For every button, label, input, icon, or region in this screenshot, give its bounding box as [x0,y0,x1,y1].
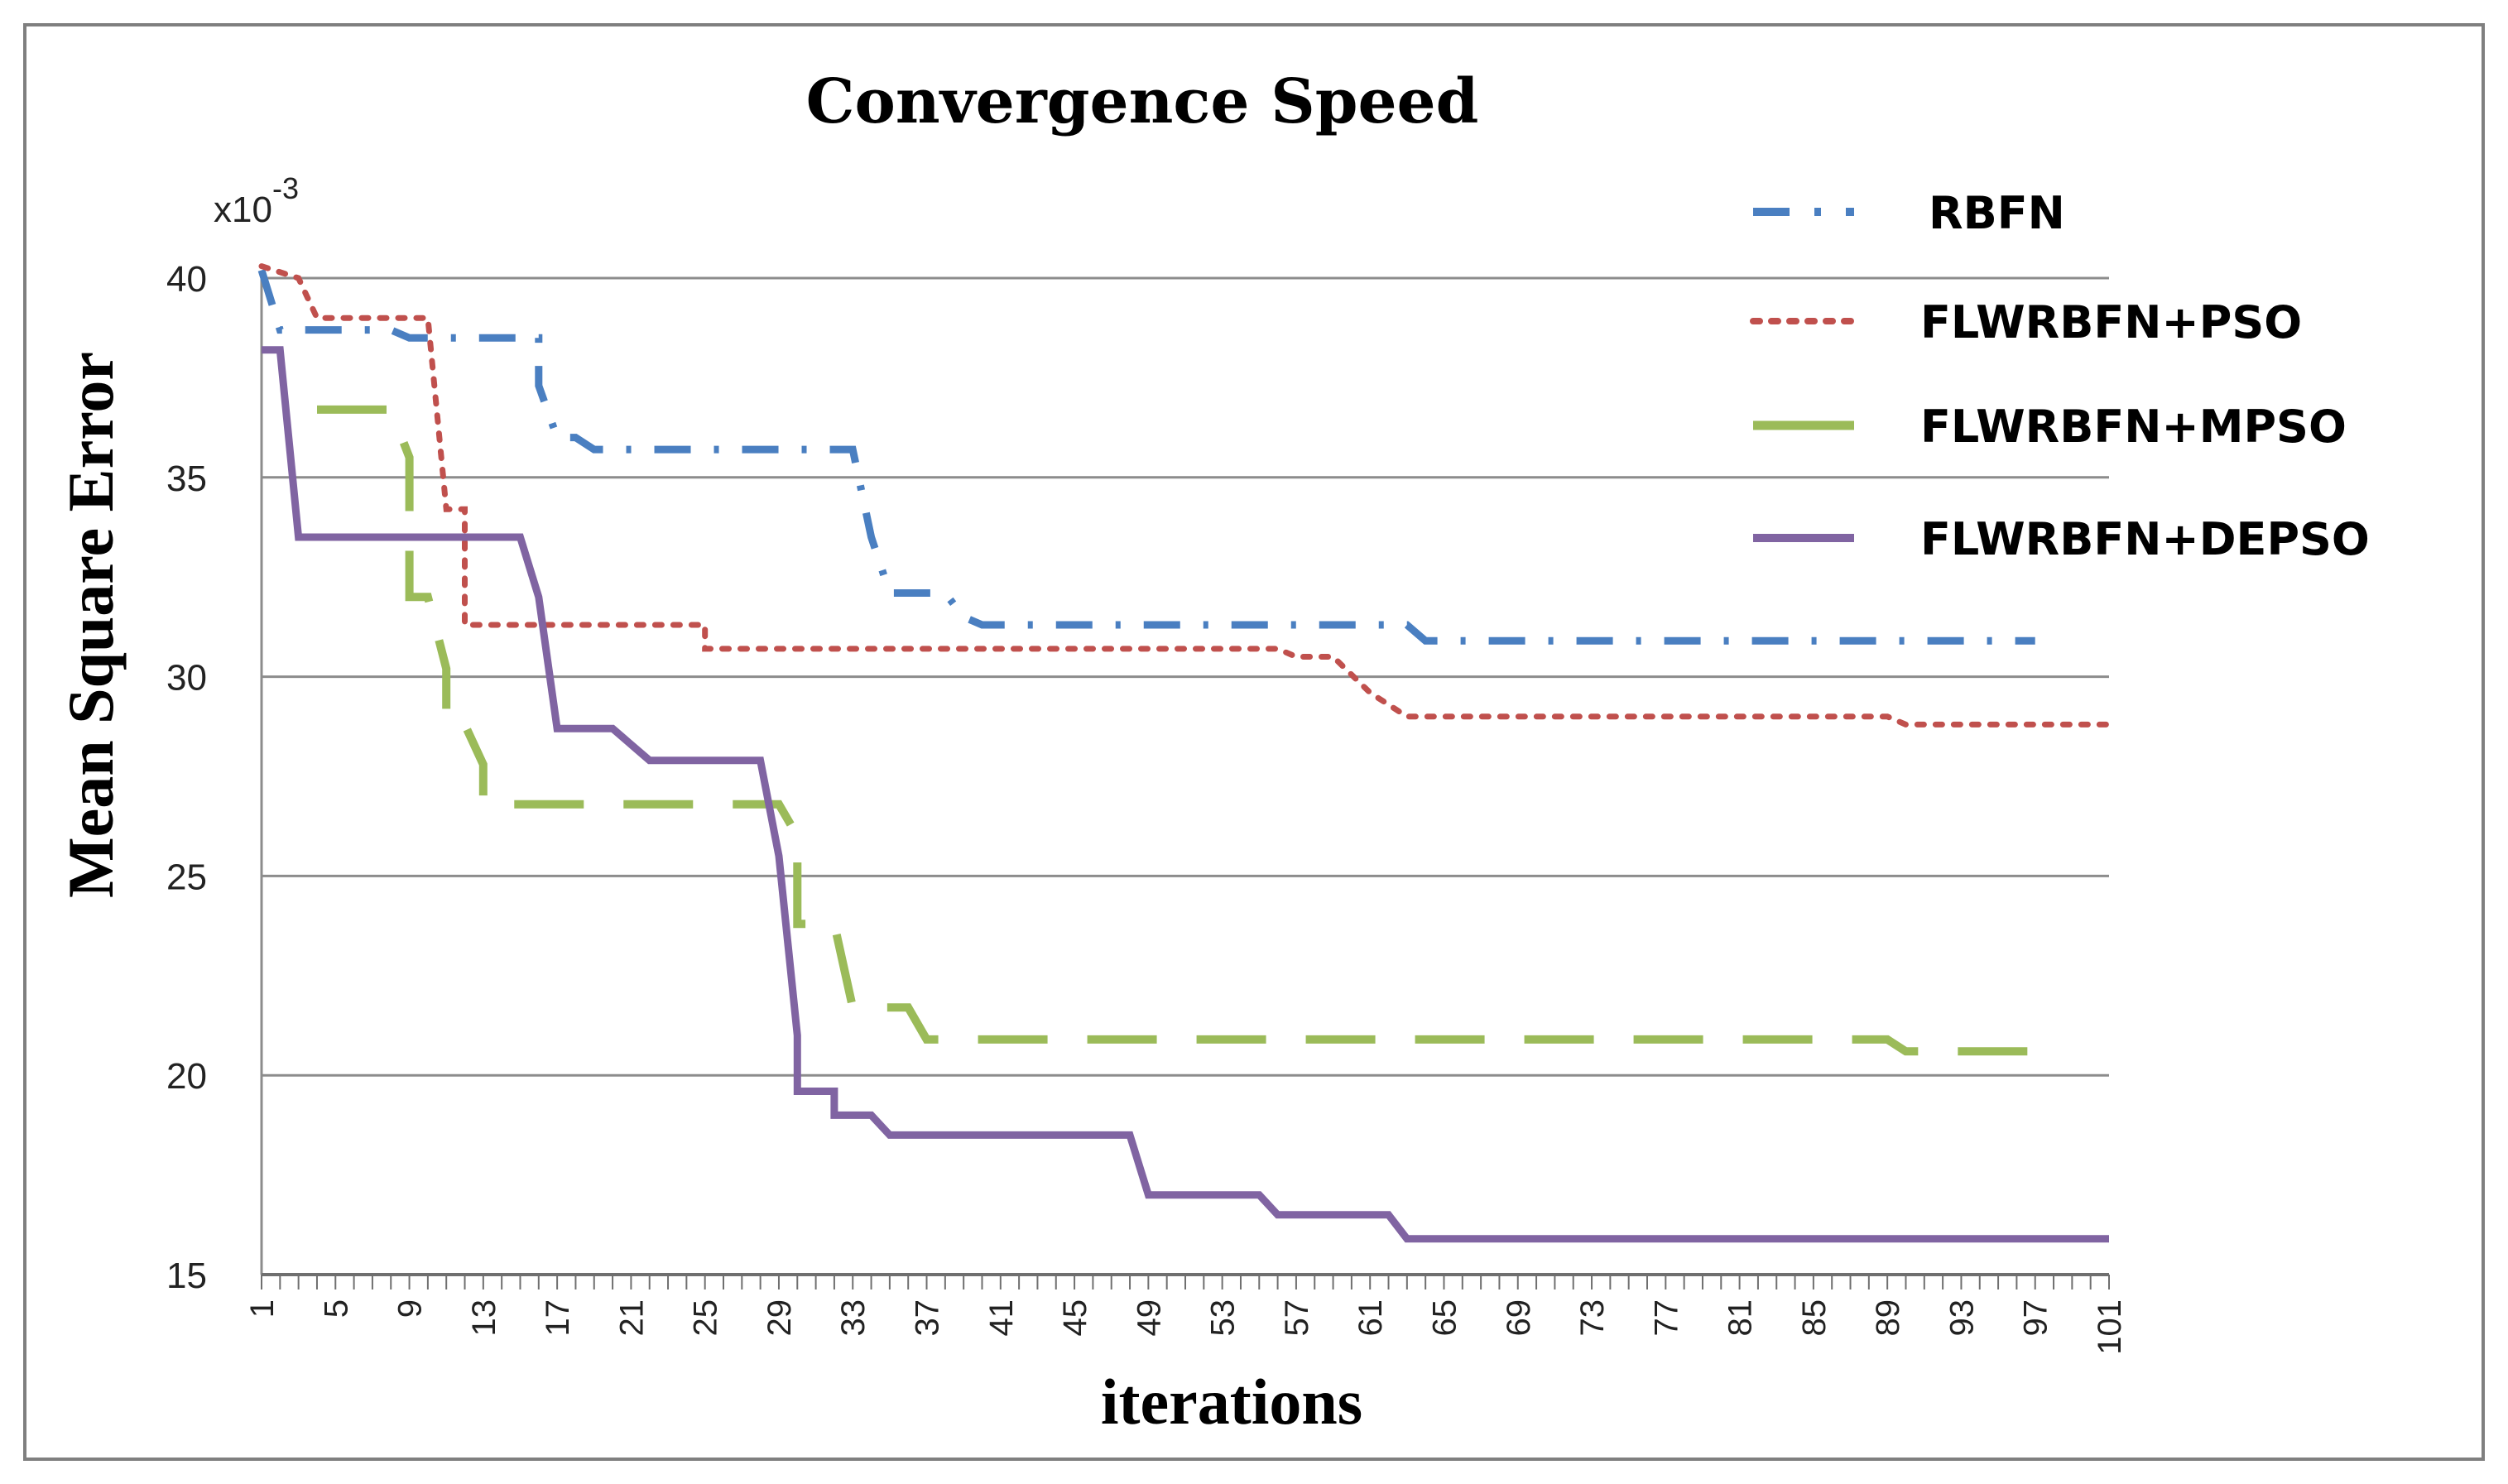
x-tick-label: 97 [2018,1299,2054,1337]
x-tick-label: 57 [1279,1299,1315,1337]
y-tick-label: 40 [166,259,207,300]
x-axis-label: iterations [1101,1366,1362,1438]
x-tick-label: 77 [1648,1299,1684,1337]
x-tick-labels: 1 5 9 13 17 21 25 29 33 37 41 45 49 53 57 61 65 69 73 77 81 8… [244,1275,2128,1355]
series-line-flwrbfn-mpso [317,405,2035,1056]
x-tick-label: 81 [1722,1299,1759,1337]
x-tick-label: 85 [1796,1299,1833,1337]
x-tick-label: 17 [540,1299,576,1337]
legend-label: RBFN [1929,187,2065,239]
y-tick-label: 15 [166,1256,207,1296]
x-tick-label: 41 [983,1299,1020,1337]
y-tick-label: 20 [166,1056,207,1097]
x-tick-label: 49 [1131,1299,1167,1337]
x-tick-label: 101 [2092,1299,2128,1355]
legend-label: FLWRBFN+MPSO [1920,401,2347,453]
x-tick-label: 93 [1943,1299,1980,1337]
y-scale-exponent: -3 [272,171,299,205]
x-tick-label: 45 [1057,1299,1093,1337]
x-tick-label: 21 [613,1299,650,1337]
x-tick-label: 1 [244,1299,281,1318]
x-tick-label: 13 [466,1299,502,1337]
legend-label: FLWRBFN+DEPSO [1920,513,2370,565]
x-tick-label: 33 [835,1299,872,1337]
series-line-rbfn [257,269,2035,645]
series-lines [257,263,2112,1243]
y-tick-labels: 40 35 30 25 20 15 [166,259,207,1296]
legend-label: FLWRBFN+PSO [1920,296,2302,348]
y-scale-label: x10-3 [214,171,299,230]
x-tick-label: 37 [910,1299,946,1337]
y-axis-label: Mean Square Error [55,352,127,898]
chart-title: Convergence Speed [806,66,1479,137]
y-tick-label: 30 [166,658,207,699]
x-tick-label: 53 [1205,1299,1242,1337]
x-tick-label: 25 [688,1299,724,1337]
x-tick-label: 73 [1574,1299,1611,1337]
x-tick-label: 61 [1352,1299,1389,1337]
series-line-flwrbfn-pso [258,263,2112,728]
y-scale-base: x10 [214,190,272,230]
x-tick-label: 89 [1870,1299,1906,1337]
chart-frame [23,23,2485,1461]
y-tick-label: 25 [166,857,207,897]
x-tick-label: 5 [318,1299,354,1318]
x-tick-label: 65 [1426,1299,1463,1337]
x-tick-label: 69 [1501,1299,1537,1337]
series-line-flwrbfn-depso [262,346,2109,1243]
x-tick-label: 29 [762,1299,798,1337]
legend: RBFN FLWRBFN+PSO FLWRBFN+MPSO FLWRBFN+DEPSO [1750,187,2370,565]
x-tick-label: 9 [392,1299,429,1318]
y-tick-label: 35 [166,459,207,499]
